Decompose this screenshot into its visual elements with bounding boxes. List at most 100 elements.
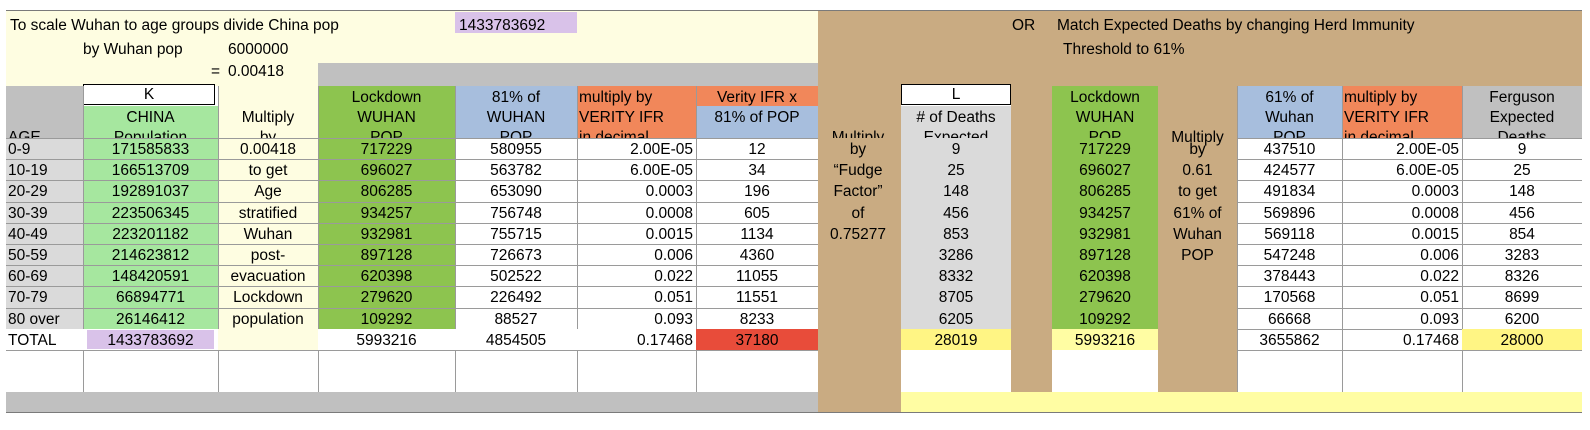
gridline-right-8: [1237, 307, 1582, 309]
row-china: 223201182: [112, 225, 189, 243]
vline-left-3: [318, 86, 319, 392]
vline-right-14: [1462, 86, 1463, 392]
hdr-ifr2-line2: VERITY IFR: [1344, 109, 1429, 126]
hdr-lockdown2-line2: WUHAN: [1075, 109, 1135, 126]
gridline-right-10: [1237, 350, 1582, 351]
hdr-lockdown2-line1: Lockdown: [1070, 89, 1140, 106]
mult2-note-line: Wuhan: [1173, 225, 1222, 243]
row-age: 20-29: [8, 183, 48, 201]
row-ifr: 0.0015: [645, 225, 693, 243]
hdr-multiply-line1: Multiply: [241, 109, 295, 126]
row-china: 66894771: [116, 289, 185, 307]
gridline-left-2: [6, 180, 818, 182]
hdr-deaths-bg: [901, 106, 1011, 138]
gridline-right-7: [1237, 286, 1582, 288]
china-pop-cell: [455, 12, 577, 33]
row-ifr2: 0.051: [1420, 289, 1459, 307]
row-lockdown2: 696027: [1079, 162, 1131, 180]
row-ifr: 0.0008: [645, 204, 693, 222]
header-line1: To scale Wuhan to age groups divide Chin…: [10, 17, 339, 34]
hdr-china-line1: CHINA: [126, 109, 175, 126]
total-china-bg: [87, 329, 214, 349]
row-lockdown2: 109292: [1079, 310, 1131, 328]
row-deaths: 8705: [938, 289, 974, 307]
fudge-col-bg: [818, 138, 898, 329]
mult-note-line: to get: [248, 162, 288, 180]
hdr-multiply2: Multiply: [1171, 129, 1224, 146]
row-lockdown2: 897128: [1079, 247, 1131, 264]
hdr-lockdown-bg: [318, 86, 455, 138]
gridline-left-7: [6, 286, 818, 288]
l-marker-box: [901, 84, 1011, 105]
hdr-ifr2-bg: [1342, 86, 1462, 138]
row-ifr2: 0.0015: [1411, 225, 1459, 243]
k-marker-label: K: [143, 86, 155, 103]
vline-left-1: [83, 86, 84, 392]
gridline-left-3: [6, 201, 818, 203]
row-lockdown2: 932981: [1079, 225, 1131, 243]
row-ferguson: 456: [1509, 204, 1535, 222]
row-deaths: 8332: [938, 268, 974, 286]
gridline-right-1: [1237, 159, 1582, 161]
row-age: 10-19: [8, 162, 48, 180]
gridline-right-4: [1237, 222, 1582, 224]
row-ifr: 0.051: [654, 289, 693, 307]
row-lockdown: 717229: [360, 141, 413, 158]
row-p61: 437510: [1263, 141, 1316, 158]
hdr-p81-line1: 81% of: [491, 89, 541, 106]
hdr-ferguson-line2: Expected: [1489, 109, 1555, 126]
mult-note-line: post-: [250, 247, 286, 264]
gridline-left-4: [6, 222, 818, 224]
gridline-left-0: [6, 138, 818, 139]
row-deaths: 25: [947, 162, 965, 180]
row-lockdown: 934257: [360, 204, 413, 222]
gridline-right-9: [1237, 328, 1582, 330]
row-p61: 170568: [1263, 289, 1316, 307]
row-ferguson: 9: [1517, 141, 1527, 158]
gridline-left-1: [6, 159, 818, 161]
gridline-left-6: [6, 265, 818, 267]
deaths-col-bg: [901, 138, 1011, 329]
row-verity: 1134: [740, 225, 774, 243]
bottom-border-line: [6, 412, 1582, 413]
row-lockdown2: 279620: [1079, 289, 1131, 307]
total-china: 1433783692: [107, 331, 194, 349]
gridline-right-6: [1237, 265, 1582, 267]
total-ferguson: 28000: [1500, 331, 1544, 349]
vline-right-12: [1237, 86, 1238, 392]
china-pop-value: 1433783692: [459, 17, 546, 34]
hdr-ifr-bg: [577, 86, 696, 138]
total-p81: 4854505: [485, 331, 547, 349]
row-deaths: 9: [951, 141, 961, 158]
row-ifr2: 2.00E-05: [1396, 141, 1459, 158]
row-p81: 653090: [490, 183, 542, 201]
row-age: 40-49: [8, 225, 48, 243]
row-lockdown: 897128: [360, 247, 413, 264]
vline-left-6: [696, 86, 697, 392]
hdr-lockdown-line1: Lockdown: [351, 89, 422, 106]
row-deaths: 6205: [938, 310, 974, 328]
or-label: OR: [1012, 17, 1036, 34]
row-ferguson: 8699: [1504, 289, 1540, 307]
row-verity: 34: [748, 162, 766, 180]
row-verity: 11551: [736, 289, 778, 307]
row-verity: 11055: [736, 268, 778, 286]
row-p81: 726673: [490, 247, 542, 264]
row-p61: 66668: [1267, 310, 1312, 328]
row-lockdown: 696027: [360, 162, 413, 180]
vline-left-5: [577, 86, 578, 392]
row-deaths: 853: [943, 225, 969, 243]
hdr-lockdown-line2: WUHAN: [357, 109, 416, 126]
bottom-gray-band: [6, 392, 818, 412]
total-p61: 3655862: [1259, 331, 1320, 349]
row-ifr2: 0.022: [1420, 268, 1459, 286]
vline-right-13: [1342, 86, 1343, 392]
mult-note-line: stratified: [238, 204, 298, 222]
top-border-line: [6, 10, 1582, 11]
row-ferguson: 148: [1509, 183, 1535, 201]
row-ifr: 0.0003: [645, 183, 693, 201]
row-p81: 580955: [490, 141, 542, 158]
total-lockdown2: 5993216: [1074, 331, 1136, 349]
mult2-note-line: 61% of: [1173, 204, 1222, 222]
bottom-light-yellow: [901, 392, 1582, 412]
